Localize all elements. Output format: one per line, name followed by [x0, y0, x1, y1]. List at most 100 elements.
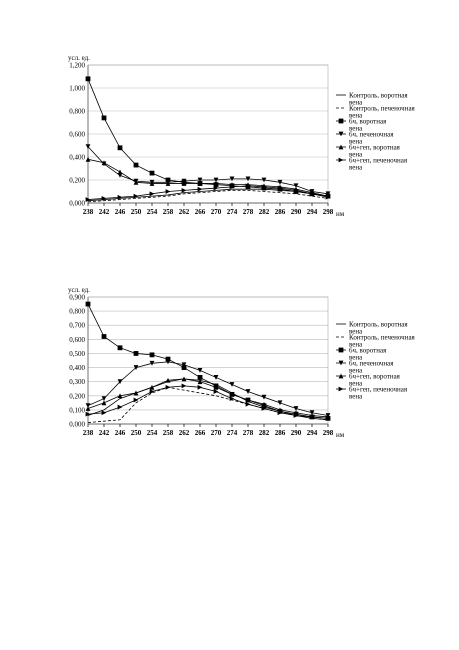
legend-marker: [338, 118, 344, 124]
data-point: [133, 365, 139, 370]
x-tick-label: 258: [163, 429, 174, 437]
x-tick-label: 258: [163, 208, 174, 216]
data-point: [85, 406, 91, 411]
x-tick-label: 266: [195, 429, 206, 437]
data-point: [149, 352, 155, 358]
legend-label-line: вена: [349, 354, 363, 362]
legend-label: 6ч+геп, воротная вена: [349, 373, 402, 388]
data-point: [325, 194, 331, 200]
x-tick-label: 294: [307, 208, 318, 216]
legend-label: Контроль, воротная вена: [349, 92, 409, 107]
data-point: [293, 413, 299, 418]
x-tick-label: 282: [259, 429, 270, 437]
data-point: [229, 391, 235, 397]
data-point: [245, 397, 251, 403]
series-line: [87, 78, 329, 197]
series-line: [87, 378, 329, 418]
data-point: [197, 186, 203, 192]
x-tick-label: 242: [99, 429, 110, 437]
data-point: [261, 394, 267, 400]
legend-marker: [338, 386, 344, 392]
y-tick-label: 0,400: [69, 154, 85, 162]
legend-label: 6ч+геп, печеночная вена: [349, 157, 409, 172]
plot-border: [87, 64, 329, 204]
legend-label-line: 6ч+геп, печеночная: [349, 386, 409, 394]
legend-marker: [338, 373, 344, 379]
data-point: [85, 144, 91, 150]
legend-label: 6ч+геп, воротная вена: [349, 144, 402, 159]
y-tick-label: 0,300: [69, 378, 85, 386]
legend-marker: [338, 347, 344, 353]
data-point: [117, 145, 123, 151]
legend-label-line: вена: [349, 164, 363, 172]
data-point: [197, 375, 203, 380]
legend-label: 6ч, воротная вена: [349, 118, 388, 133]
data-point: [213, 177, 219, 183]
y-tick-label: 0,600: [69, 336, 85, 344]
data-point: [117, 393, 123, 399]
x-tick-label: 262: [179, 429, 190, 437]
data-point: [181, 181, 187, 186]
data-point: [117, 194, 123, 200]
data-point: [197, 181, 203, 186]
legend-label-line: вена: [349, 393, 363, 401]
data-point: [197, 384, 203, 390]
data-point: [293, 406, 299, 411]
y-tick-label: 0,100: [69, 406, 85, 414]
legend-label: 6ч, воротная вена: [349, 347, 388, 362]
y-tick-label: 0,000: [69, 200, 85, 208]
data-point: [245, 401, 251, 407]
data-point: [261, 401, 267, 407]
y-tick-label: 0,700: [69, 322, 85, 330]
data-point: [165, 181, 171, 186]
legend-label-line: Контроль, воротная: [349, 92, 409, 100]
data-point: [277, 185, 283, 191]
data-point: [309, 191, 315, 197]
legend-label-line: 6ч, воротная: [349, 347, 388, 355]
legend-label-line: вена: [349, 112, 363, 120]
legend-label-line: 6ч, печеночная: [349, 131, 395, 139]
data-point: [293, 187, 299, 193]
data-point: [101, 400, 107, 406]
x-tick-label: 286: [275, 429, 286, 437]
data-point: [197, 379, 203, 385]
x-tick-label: 238: [83, 208, 94, 216]
y-tick-label: 0,500: [69, 350, 85, 358]
x-tick-label: 290: [291, 429, 302, 437]
data-point: [229, 382, 235, 387]
y-tick-label: 1,200: [69, 62, 85, 70]
series-line: [87, 188, 329, 202]
legend-marker: [338, 144, 344, 150]
data-point: [149, 389, 155, 394]
x-tick-label: 298: [323, 429, 334, 437]
data-point: [133, 193, 139, 199]
data-point: [197, 177, 203, 183]
data-point: [117, 345, 123, 351]
x-axis-label: нм: [336, 431, 345, 439]
x-tick-label: 274: [227, 208, 238, 216]
legend-label: 6ч, печеночная вена: [349, 360, 395, 375]
legend-label-line: вена: [349, 125, 363, 133]
data-point: [149, 191, 155, 197]
data-point: [117, 169, 123, 175]
series-line: [87, 189, 329, 203]
data-point: [165, 377, 171, 383]
series-line: [87, 303, 329, 419]
data-point: [101, 196, 107, 201]
data-point: [101, 160, 107, 166]
y-axis-label: усл. ед.: [68, 286, 90, 294]
series-line: [87, 146, 329, 195]
data-point: [85, 156, 91, 162]
legend-label: Контроль, воротная вена: [349, 321, 409, 336]
data-point: [133, 351, 139, 356]
x-tick-label: 286: [275, 208, 286, 216]
data-point: [149, 181, 155, 186]
data-point: [101, 334, 107, 339]
data-point: [213, 384, 219, 390]
legend-label: Контроль, печеночная вена: [349, 105, 417, 120]
x-tick-label: 282: [259, 208, 270, 216]
data-point: [293, 183, 299, 189]
legend-label-line: вена: [349, 99, 363, 107]
legend-label-line: 6ч+геп, воротная: [349, 373, 402, 381]
